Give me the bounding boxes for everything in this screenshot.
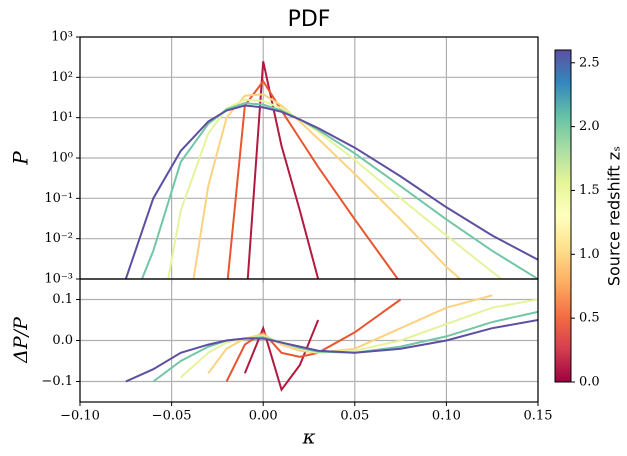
y-tick-label: 10⁻² xyxy=(44,231,73,246)
series-line xyxy=(207,294,493,374)
y-axis-label: P xyxy=(9,151,33,166)
x-tick-label: −0.05 xyxy=(152,409,192,424)
y-tick-label: 0.0 xyxy=(52,333,73,348)
series-line xyxy=(192,93,462,279)
colorbar-tick-label: 2.5 xyxy=(579,55,600,70)
colorbar-label: Source redshift zₛ xyxy=(605,146,624,286)
plot-frame xyxy=(79,278,539,403)
colorbar xyxy=(554,49,572,383)
series-line xyxy=(125,319,538,383)
series-line xyxy=(140,102,538,279)
y-tick-label: 10² xyxy=(51,70,73,85)
series-line xyxy=(226,79,400,279)
y-tick-label: 10³ xyxy=(51,30,73,45)
y-axis-label: ΔP/P xyxy=(10,316,32,364)
chart-title: PDF xyxy=(288,7,331,32)
y-tick-label: 10¹ xyxy=(51,110,73,125)
series-line xyxy=(225,298,402,382)
y-tick-label: 10⁻³ xyxy=(44,272,73,287)
y-tick-label: 10⁻¹ xyxy=(44,191,73,206)
x-tick-label: 0.10 xyxy=(432,409,461,424)
y-tick-label: 10⁰ xyxy=(51,151,73,166)
series-line xyxy=(246,61,320,279)
x-tick-label: 0.05 xyxy=(340,409,369,424)
series-line xyxy=(124,104,538,279)
colorbar-tick-label: 0.5 xyxy=(579,311,600,326)
colorbar-tick-label: 1.0 xyxy=(579,247,600,262)
colorbar-tick-label: 0.0 xyxy=(579,375,600,390)
x-tick-label: −0.10 xyxy=(60,409,100,424)
x-axis-label: κ xyxy=(301,425,315,449)
x-tick-label: 0.00 xyxy=(249,409,278,424)
colorbar-tick-label: 2.0 xyxy=(579,119,600,134)
colorbar-tick-label: 1.5 xyxy=(579,183,600,198)
series-line xyxy=(167,98,504,279)
x-tick-label: 0.15 xyxy=(524,409,553,424)
y-tick-label: 0.1 xyxy=(52,292,73,307)
y-tick-label: −0.1 xyxy=(41,374,73,389)
